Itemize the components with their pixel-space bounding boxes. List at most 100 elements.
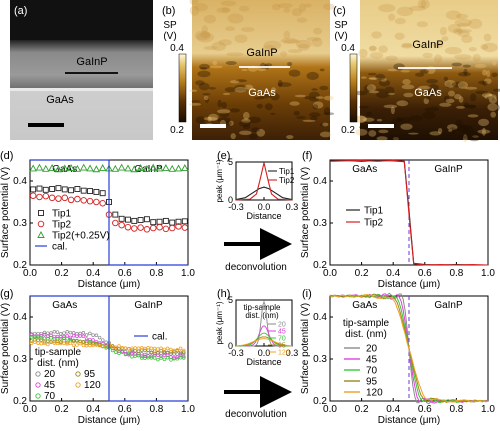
texture-speckle	[270, 112, 276, 115]
data-point	[178, 356, 183, 360]
data-point	[38, 210, 44, 216]
data-point	[175, 223, 182, 230]
y-axis-label: peak (μm⁻¹)	[215, 159, 224, 202]
legend-label: 20	[44, 369, 56, 380]
texture-speckle	[235, 79, 248, 83]
texture-speckle	[220, 0, 237, 7]
data-point	[117, 349, 121, 354]
y-axis-label: Surface potential (V)	[0, 167, 11, 258]
series-line	[235, 336, 293, 347]
region-label-gaas: GaAs	[52, 300, 77, 311]
y-tick-label: 0.2	[13, 260, 27, 271]
texture-speckle	[457, 81, 469, 89]
data-point	[162, 217, 169, 224]
data-point	[159, 354, 163, 358]
texture-speckle	[387, 136, 399, 141]
data-point	[101, 344, 105, 349]
texture-speckle	[418, 85, 431, 90]
data-point	[81, 331, 86, 335]
panel-b: GaInP GaAs (b) SP (V) 0.4 0.2	[162, 0, 335, 140]
texture-speckle	[422, 52, 433, 59]
data-point	[52, 334, 57, 339]
texture-speckle	[239, 130, 252, 135]
data-point	[71, 334, 76, 338]
legend-swatch	[75, 382, 81, 388]
texture-speckle	[484, 78, 492, 84]
texture-speckle	[264, 103, 273, 111]
texture-speckle	[390, 106, 395, 115]
data-point	[175, 218, 182, 225]
texture-speckle	[419, 69, 430, 74]
region-label-gaas: GaAs	[352, 164, 377, 175]
y-tick-label: 0.3	[313, 354, 327, 365]
series-line	[235, 162, 293, 201]
texture-speckle	[470, 93, 477, 102]
texture-speckle	[304, 96, 312, 100]
texture-speckle	[432, 42, 444, 49]
y-axis-label: peak (μm⁻¹)	[215, 301, 224, 344]
texture-speckle	[378, 45, 388, 53]
y-tick-label: 5	[228, 295, 233, 305]
y-tick-label: 0	[228, 195, 233, 205]
texture-speckle	[188, 103, 202, 106]
texture-speckle	[491, 72, 498, 78]
texture-speckle	[225, 26, 235, 32]
data-point	[168, 164, 176, 172]
texture-speckle	[203, 14, 216, 24]
data-point	[29, 341, 34, 345]
data-point	[120, 346, 125, 350]
texture-speckle	[309, 112, 321, 118]
data-point	[36, 338, 40, 343]
data-point	[143, 352, 147, 357]
y-tick-label: 0.4	[13, 312, 27, 323]
data-point	[65, 340, 69, 345]
panel-label: (e)	[217, 150, 230, 162]
data-point	[149, 224, 157, 232]
texture-speckle	[249, 133, 258, 140]
data-point	[94, 339, 99, 344]
data-point	[52, 330, 57, 334]
texture-speckle	[482, 80, 488, 86]
data-point	[49, 331, 53, 335]
texture-speckle	[270, 93, 280, 101]
legend-swatch	[75, 371, 81, 377]
texture-speckle	[481, 127, 486, 136]
data-point	[123, 352, 128, 357]
legend-title: dist. (nm)	[345, 329, 387, 340]
data-point	[36, 185, 43, 192]
texture-speckle	[445, 98, 455, 104]
y-tick-label: 0.4	[13, 176, 27, 187]
texture-speckle	[464, 86, 478, 90]
texture-speckle	[463, 134, 468, 143]
legend-label: Tip2	[364, 218, 384, 229]
data-point	[143, 216, 150, 223]
texture-speckle	[489, 103, 494, 109]
x-tick-label: 0.2	[355, 268, 369, 279]
data-point	[143, 356, 147, 361]
texture-speckle	[402, 79, 411, 85]
data-point	[97, 335, 102, 340]
texture-speckle	[468, 18, 483, 29]
data-point	[68, 335, 73, 340]
texture-speckle	[203, 116, 218, 121]
texture-speckle	[459, 125, 473, 129]
texture-speckle	[481, 92, 493, 98]
data-point	[181, 218, 188, 225]
data-point	[131, 217, 138, 224]
texture-speckle	[463, 102, 469, 109]
legend-label: 45	[366, 355, 378, 366]
data-point	[73, 164, 82, 172]
data-point	[124, 223, 132, 231]
legend-title: dist. (nm)	[245, 311, 279, 320]
data-point	[137, 217, 144, 224]
data-point	[125, 216, 131, 223]
data-point	[169, 347, 173, 352]
texture-speckle	[319, 131, 332, 138]
data-point	[58, 335, 63, 339]
texture-speckle	[262, 45, 276, 51]
texture-speckle	[277, 82, 292, 87]
texture-speckle	[401, 127, 414, 130]
texture-speckle	[396, 116, 401, 124]
texture-speckle	[199, 67, 207, 70]
